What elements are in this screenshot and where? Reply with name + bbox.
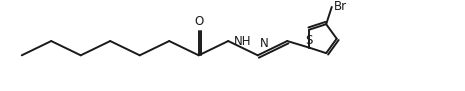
Text: O: O xyxy=(194,15,203,28)
Text: S: S xyxy=(306,33,313,47)
Text: N: N xyxy=(260,37,269,50)
Text: NH: NH xyxy=(234,35,252,48)
Text: Br: Br xyxy=(334,0,347,13)
